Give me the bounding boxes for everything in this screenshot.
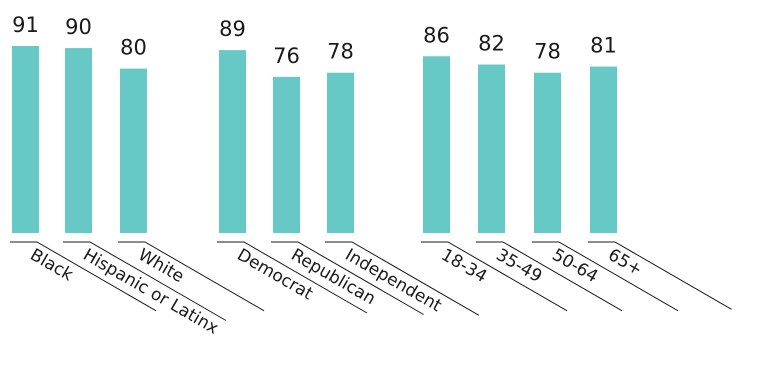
value-label-18-34: 86 [423,23,450,47]
leader-line-35-49 [476,241,623,312]
leader-line-50-64 [532,241,679,312]
value-label-hispanic-or-latinx: 90 [65,15,92,39]
leader-line-18-34 [421,241,568,312]
bar-50-64 [534,72,561,233]
bar-35-49 [478,64,505,233]
leader-line-republican [271,241,424,315]
bar-black [12,46,39,233]
bar-independent [327,72,354,233]
bar-hispanic-or-latinx [65,48,92,233]
leader-line-65 [588,241,732,310]
value-label-independent: 78 [327,40,354,64]
leader-line-black [10,241,157,312]
category-label-65: 65+ [605,245,646,280]
bar-65 [590,66,617,233]
category-label-black: Black [27,245,77,285]
bar-democrat [219,50,246,233]
value-label-white: 80 [120,36,147,60]
value-label-democrat: 89 [219,17,246,41]
value-label-black: 91 [12,13,39,37]
bar-republican [273,76,300,233]
value-label-50-64: 78 [534,40,561,64]
value-label-65: 81 [590,34,617,58]
leader-line-white [118,241,265,312]
value-label-35-49: 82 [478,31,505,55]
leader-line-hispanic-or-latinx [63,241,227,321]
leader-line-independent [325,241,480,316]
value-label-republican: 76 [273,44,300,68]
bar-18-34 [423,56,450,234]
leader-line-democrat [217,241,368,314]
bar-white [120,68,147,233]
